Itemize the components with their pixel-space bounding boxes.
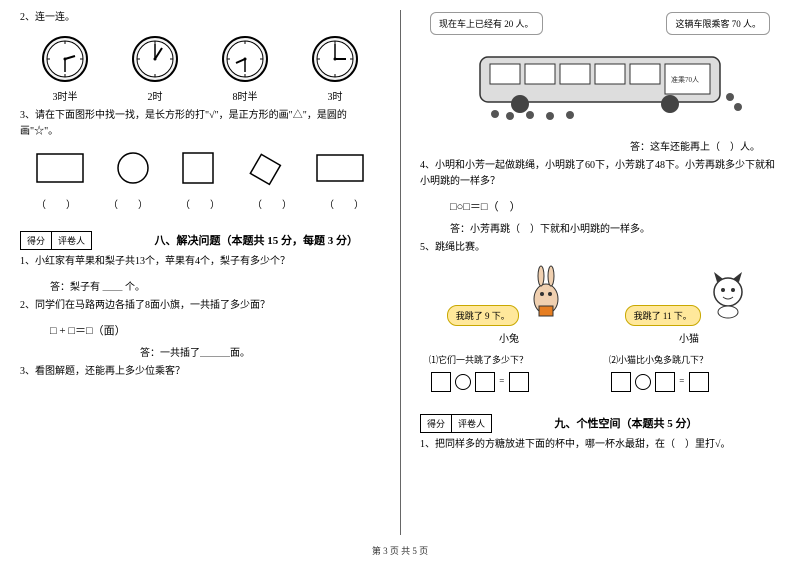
speech-1: 现在车上已经有 20 人。	[430, 12, 543, 35]
paren-4[interactable]: （ ）	[252, 196, 292, 211]
circle-shape	[115, 150, 151, 186]
paren-5[interactable]: （ ）	[324, 196, 364, 211]
sub-q2: ⑵小猫比小兔多跳几下？	[609, 353, 771, 366]
ans-bus[interactable]: 答：这车还能再上（ ）人。	[450, 138, 760, 153]
rabbit-icon	[521, 264, 571, 319]
ans-8-1[interactable]: 答：梨子有 ＿＿ 个。	[50, 278, 380, 293]
score-label-9: 得分	[421, 415, 452, 432]
grader-label: 评卷人	[52, 232, 91, 249]
rabbit-name: 小兔	[447, 330, 572, 345]
ans-4[interactable]: 答：小芳再跳（ ）下就和小明跳的一样多。	[450, 220, 780, 235]
rect-shape	[35, 152, 85, 184]
clock-3-label: 8时半	[220, 88, 270, 103]
eq-sub1[interactable]: =	[429, 372, 591, 392]
bus-icon: 准乘70人	[470, 42, 750, 122]
ans-8-2[interactable]: 答：一共插了＿＿＿面。	[140, 344, 380, 359]
page-footer: 第 3 页 共 5 页	[0, 544, 800, 557]
eq-sub2[interactable]: =	[609, 372, 771, 392]
column-divider	[400, 10, 401, 535]
eq-8-2[interactable]: □ + □＝□（面）	[50, 322, 380, 338]
sub-questions: ⑴它们一共跳了多少下？ = ⑵小猫比小兔多跳几下？ =	[420, 353, 780, 392]
paren-1[interactable]: （ ）	[36, 196, 76, 211]
score-box-9: 得分 评卷人	[420, 414, 492, 433]
jump-area: 我跳了 9 下。 小兔 我跳了 11 下。 小猫	[420, 264, 780, 345]
q8-3: 3、看图解题，还能再上多少位乘客？	[20, 364, 380, 380]
clock-4-label: 3时	[310, 88, 360, 103]
clock-1-label: 3时半	[40, 88, 90, 103]
speech-2: 这辆车限乘客 70 人。	[666, 12, 770, 35]
section-8-title: 八、解决问题（本题共 15 分，每题 3 分）	[155, 232, 359, 248]
q9-1: 1、把同样多的方糖放进下面的杯中，哪一杯水最甜，在（ ）里打√。	[420, 437, 780, 453]
paren-2[interactable]: （ ）	[108, 196, 148, 211]
clock-4: 3时	[310, 34, 360, 103]
square-shape	[181, 151, 215, 185]
clock-2-label: 2时	[130, 88, 180, 103]
paren-3[interactable]: （ ）	[180, 196, 220, 211]
q2-title: 2、连一连。	[20, 10, 380, 26]
q8-1: 1、小红家有苹果和梨子共13个，苹果有4个，梨子有多少个？	[20, 254, 380, 270]
eq-4[interactable]: □○□＝□（ ）	[450, 198, 780, 214]
svg-text:准乘70人: 准乘70人	[671, 75, 699, 84]
rect2-shape	[315, 153, 365, 183]
clocks-row: 3时半 2时 8时半 3时	[20, 34, 380, 103]
sub-q1: ⑴它们一共跳了多少下？	[429, 353, 591, 366]
clock-3: 8时半	[220, 34, 270, 103]
diamond-shape	[245, 148, 285, 188]
q8-2: 2、同学们在马路两边各插了8面小旗，一共插了多少面？	[20, 298, 380, 314]
q4: 4、小明和小芳一起做跳绳，小明跳了60下，小芳跳了48下。小芳再跳多少下就和小明…	[420, 158, 780, 190]
shapes-row	[20, 148, 380, 188]
cat-char: 我跳了 11 下。 小猫	[625, 264, 754, 345]
bus-area: 现在车上已经有 20 人。 这辆车限乘客 70 人。 准乘70人	[420, 10, 780, 130]
q3-title: 3、请在下面图形中找一找，是长方形的打"√"，是正方形的画"△"，是圆的画"☆"…	[20, 108, 380, 140]
paren-row: （ ） （ ） （ ） （ ） （ ）	[20, 196, 380, 211]
cat-name: 小猫	[625, 330, 754, 345]
score-box-8: 得分 评卷人	[20, 231, 92, 250]
clock-2: 2时	[130, 34, 180, 103]
cat-bubble: 我跳了 11 下。	[625, 305, 701, 326]
q5: 5、跳绳比赛。	[420, 240, 780, 256]
clock-1: 3时半	[40, 34, 90, 103]
rabbit-bubble: 我跳了 9 下。	[447, 305, 519, 326]
score-label: 得分	[21, 232, 52, 249]
grader-label-9: 评卷人	[452, 415, 491, 432]
section-9-title: 九、个性空间（本题共 5 分）	[555, 415, 698, 431]
cat-icon	[703, 264, 753, 319]
rabbit-char: 我跳了 9 下。 小兔	[447, 264, 572, 345]
